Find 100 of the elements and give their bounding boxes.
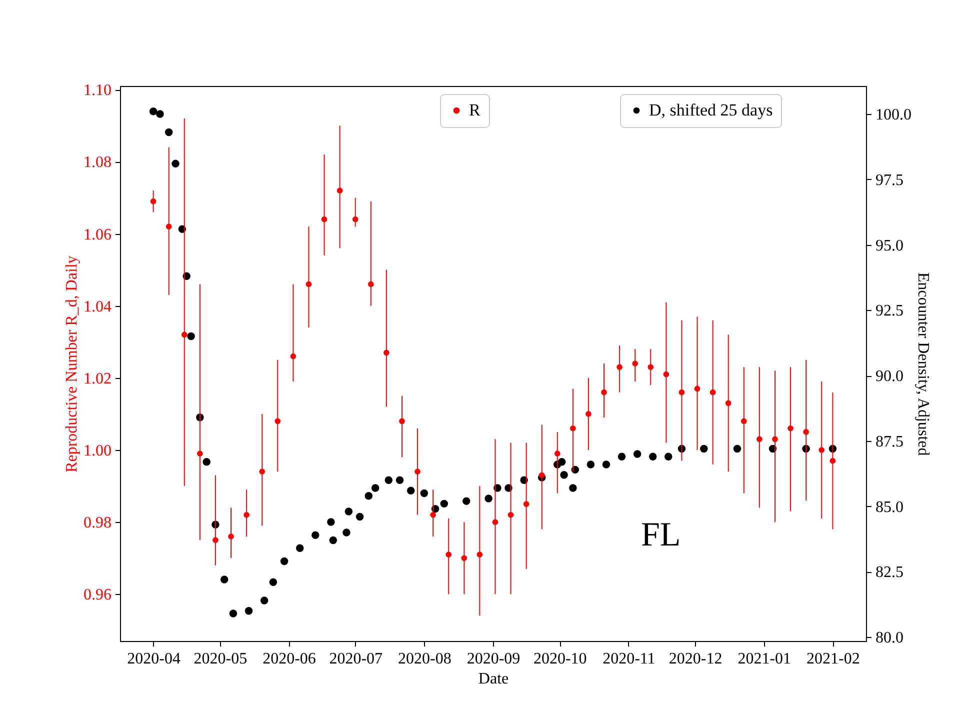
point <box>368 281 374 288</box>
point <box>664 452 672 460</box>
point <box>329 536 338 544</box>
point <box>476 552 483 558</box>
point <box>492 519 498 525</box>
point <box>462 497 470 505</box>
point <box>336 188 343 194</box>
y-tick-label: 1.00 <box>84 442 112 460</box>
point <box>538 472 545 478</box>
y2-tick-label: 80.0 <box>876 630 904 647</box>
point <box>740 418 747 424</box>
point <box>202 458 210 466</box>
point <box>187 332 195 340</box>
point <box>648 364 654 370</box>
x-tick-label: 2020-07 <box>329 650 383 668</box>
point <box>558 458 566 466</box>
point <box>181 332 188 338</box>
point <box>414 468 420 475</box>
y-tick-label: 1.08 <box>84 154 112 172</box>
point <box>399 418 405 424</box>
point <box>484 494 492 502</box>
y2-axis-title: Encounter Density, Adjusted <box>914 272 932 456</box>
point <box>384 350 390 356</box>
point <box>616 364 622 370</box>
point <box>150 198 156 204</box>
point <box>269 578 278 586</box>
point <box>364 492 373 500</box>
point <box>420 489 428 498</box>
y-tick-label: 1.10 <box>84 82 112 100</box>
point <box>212 537 218 543</box>
point <box>259 468 266 475</box>
point <box>166 224 172 230</box>
y-tick-label: 1.04 <box>84 298 112 316</box>
point <box>772 436 778 442</box>
x-axis-title: Date <box>478 670 509 688</box>
point <box>818 447 825 453</box>
y2-tick-label: 95.0 <box>876 237 904 254</box>
point <box>586 411 592 417</box>
point <box>296 544 304 552</box>
point <box>632 360 638 366</box>
point <box>274 418 281 424</box>
point <box>149 108 158 116</box>
point <box>586 460 595 468</box>
point <box>508 512 514 518</box>
point <box>725 400 732 406</box>
legend-label: R <box>469 100 481 120</box>
annotation: FL <box>641 516 681 554</box>
y-tick-label: 1.02 <box>84 370 112 388</box>
y2-tick-label: 100.0 <box>876 106 912 124</box>
point <box>618 452 626 460</box>
point <box>430 512 436 518</box>
point <box>356 512 364 521</box>
point <box>554 450 560 457</box>
point <box>396 476 404 484</box>
point <box>156 110 164 118</box>
y-tick-label: 1.06 <box>84 226 112 244</box>
x-tick-label: 2021-01 <box>738 650 792 668</box>
point <box>244 607 253 615</box>
point <box>788 425 794 432</box>
point <box>344 508 353 516</box>
point <box>601 389 607 396</box>
point <box>280 557 288 566</box>
point <box>352 216 358 222</box>
x-tick-label: 2020-05 <box>194 650 248 668</box>
point <box>570 425 576 432</box>
point <box>406 486 415 494</box>
point <box>384 476 393 484</box>
x-tick-label: 2020-11 <box>602 650 656 668</box>
point <box>461 555 468 562</box>
point <box>440 500 448 508</box>
point <box>803 429 809 435</box>
x-tick-label: 2020-09 <box>466 650 520 668</box>
point <box>523 501 530 507</box>
point <box>244 512 250 518</box>
point <box>327 518 335 526</box>
point <box>560 471 568 479</box>
point <box>602 460 610 468</box>
x-tick-label: 2021-02 <box>806 650 860 668</box>
x-tick-label: 2020-04 <box>127 650 180 668</box>
x-tick-label: 2020-08 <box>398 650 452 668</box>
point <box>700 444 708 453</box>
point <box>342 528 350 536</box>
y2-tick-label: 82.5 <box>876 564 904 582</box>
point <box>678 389 685 396</box>
y-tick-label: 0.98 <box>84 514 112 532</box>
point <box>197 450 203 457</box>
point <box>312 531 320 539</box>
x-tick-label: 2020-12 <box>668 650 722 668</box>
point <box>371 484 380 492</box>
point <box>446 552 452 558</box>
legend-label: D, shifted 25 days <box>649 100 773 120</box>
point <box>290 353 296 360</box>
y-tick-label: 0.96 <box>84 586 112 604</box>
point <box>648 452 657 460</box>
point <box>306 281 312 288</box>
point <box>710 389 716 396</box>
point <box>229 610 238 618</box>
y2-tick-label: 85.0 <box>876 498 904 516</box>
point <box>569 484 577 492</box>
point <box>164 128 173 136</box>
